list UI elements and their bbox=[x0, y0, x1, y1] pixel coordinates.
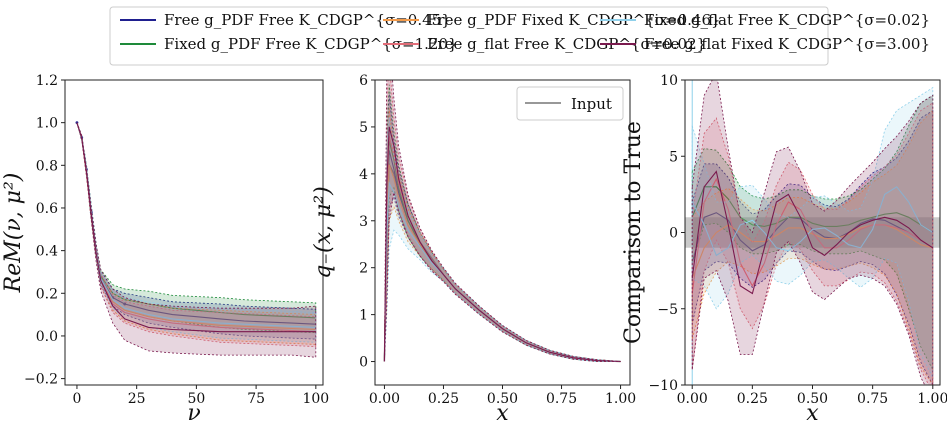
x-tick-label: 0.25 bbox=[428, 391, 459, 407]
x-axis-label: ν bbox=[187, 401, 200, 426]
legend-entry: Free g_PDF Fixed K_CDGP^{σ=0.46} bbox=[383, 11, 721, 29]
x-axis-label: x bbox=[806, 401, 819, 426]
x-tick-label: 0.50 bbox=[487, 391, 518, 407]
x-tick-label: 1.00 bbox=[917, 391, 947, 407]
y-tick-label: 0 bbox=[359, 355, 368, 371]
x-tick-label: 100 bbox=[302, 391, 329, 407]
series-band bbox=[691, 86, 934, 378]
plot-area bbox=[383, 80, 621, 363]
y-tick-label: −0.2 bbox=[24, 372, 58, 388]
legend: Free g_PDF Free K_CDGP^{σ=0.45} Fixed g_P… bbox=[109, 6, 930, 66]
y-tick-label: −5 bbox=[657, 302, 678, 318]
y-tick-label: 5 bbox=[359, 120, 368, 136]
panel-right: 0.00 0.25 0.50 0.75 1.00 −10 −5 0 5 10 x Comparison… bbox=[621, 73, 947, 426]
legend-label: Input bbox=[571, 95, 612, 113]
legend-entry: Fixed g_PDF Free K_CDGP^{σ=1.20} bbox=[120, 35, 458, 53]
y-tick-label: 0.4 bbox=[36, 244, 58, 260]
x-tick-label: 50 bbox=[187, 391, 205, 407]
y-axis-label: ReM(ν, μ²) bbox=[1, 173, 26, 294]
series-line bbox=[691, 177, 934, 294]
y-tick-label: 4 bbox=[359, 167, 368, 183]
plot-area bbox=[685, 80, 940, 385]
x-tick-label: 0.00 bbox=[369, 391, 400, 407]
series-line bbox=[76, 122, 316, 333]
legend-entry: Free g_flat Free K_CDGP^{σ=0.02} bbox=[383, 35, 706, 53]
series-line bbox=[383, 181, 621, 363]
x-tick-label: 1.00 bbox=[605, 391, 636, 407]
series-line bbox=[691, 186, 934, 257]
x-tick-label: 0.00 bbox=[677, 391, 708, 407]
legend-entry: Free g_PDF Free K_CDGP^{σ=0.45} bbox=[120, 11, 451, 29]
plot-area bbox=[75, 121, 317, 358]
y-tick-label: 6 bbox=[359, 73, 368, 89]
series-band bbox=[691, 80, 934, 385]
y-tick-label: −10 bbox=[648, 378, 678, 394]
legend-label: Free g_flat Fixed K_CDGP^{σ=3.00} bbox=[644, 35, 930, 53]
y-tick-label: 10 bbox=[660, 73, 678, 89]
legend-label: Free g_flat Free K_CDGP^{σ=0.02} bbox=[427, 35, 706, 53]
y-tick-label: 1 bbox=[359, 308, 368, 324]
y-tick-label: 0.8 bbox=[36, 158, 58, 174]
series-band bbox=[76, 122, 317, 343]
x-axis-label: x bbox=[496, 401, 509, 426]
panel-middle: 0.00 0.25 0.50 0.75 1.00 0 1 2 3 4 5 6 x q₋(x, μ²) Inp… bbox=[311, 73, 636, 426]
series-line bbox=[383, 126, 621, 363]
series-band bbox=[76, 122, 317, 358]
legend-label: Fixed g_PDF Free K_CDGP^{σ=1.20} bbox=[164, 35, 458, 53]
x-tick-label: 0.75 bbox=[857, 391, 888, 407]
x-tick-label: 0 bbox=[72, 391, 81, 407]
legend-entry: Fixed g_flat Free K_CDGP^{σ=0.02} bbox=[600, 11, 930, 29]
series-line bbox=[691, 170, 934, 295]
y-tick-label: 0.6 bbox=[36, 201, 58, 217]
data-point bbox=[123, 302, 127, 306]
series-band bbox=[384, 84, 621, 362]
y-tick-label: 3 bbox=[359, 214, 368, 230]
legend-label: Fixed g_flat Free K_CDGP^{σ=0.02} bbox=[644, 11, 930, 29]
x-tick-label: 0.75 bbox=[546, 391, 577, 407]
y-axis-label: Comparison to True bbox=[621, 121, 646, 344]
x-tick-label: 75 bbox=[247, 391, 265, 407]
panel-left: 0 25 50 75 100 −0.2 0.0 0.2 0.4 0.6 0.8 1.0 1.2 ν ReM(… bbox=[1, 73, 329, 426]
y-tick-label: 1.2 bbox=[36, 73, 58, 89]
legend-label: Free g_PDF Free K_CDGP^{σ=0.45} bbox=[164, 11, 451, 29]
legend-entry: Free g_flat Fixed K_CDGP^{σ=3.00} bbox=[600, 35, 930, 53]
panel-legend: Input bbox=[516, 86, 624, 121]
axes-frame bbox=[64, 79, 324, 386]
y-axis-label: q₋(x, μ²) bbox=[311, 186, 336, 278]
x-tick-label: 0.25 bbox=[737, 391, 768, 407]
y-tick-label: 2 bbox=[359, 261, 368, 277]
x-tick-label: 25 bbox=[128, 391, 146, 407]
y-tick-label: 0.0 bbox=[36, 329, 58, 345]
series-band bbox=[76, 122, 317, 348]
legend-label: Free g_PDF Fixed K_CDGP^{σ=0.46} bbox=[427, 11, 721, 29]
x-tick-label: 0.50 bbox=[797, 391, 828, 407]
y-tick-label: 0 bbox=[669, 226, 678, 242]
series-band bbox=[384, 117, 621, 362]
y-tick-label: 0.2 bbox=[36, 286, 58, 302]
series-band bbox=[76, 122, 317, 340]
y-tick-label: 5 bbox=[669, 149, 678, 165]
series-band bbox=[384, 80, 621, 362]
series-line bbox=[691, 186, 934, 233]
y-tick-label: 1.0 bbox=[36, 116, 58, 132]
